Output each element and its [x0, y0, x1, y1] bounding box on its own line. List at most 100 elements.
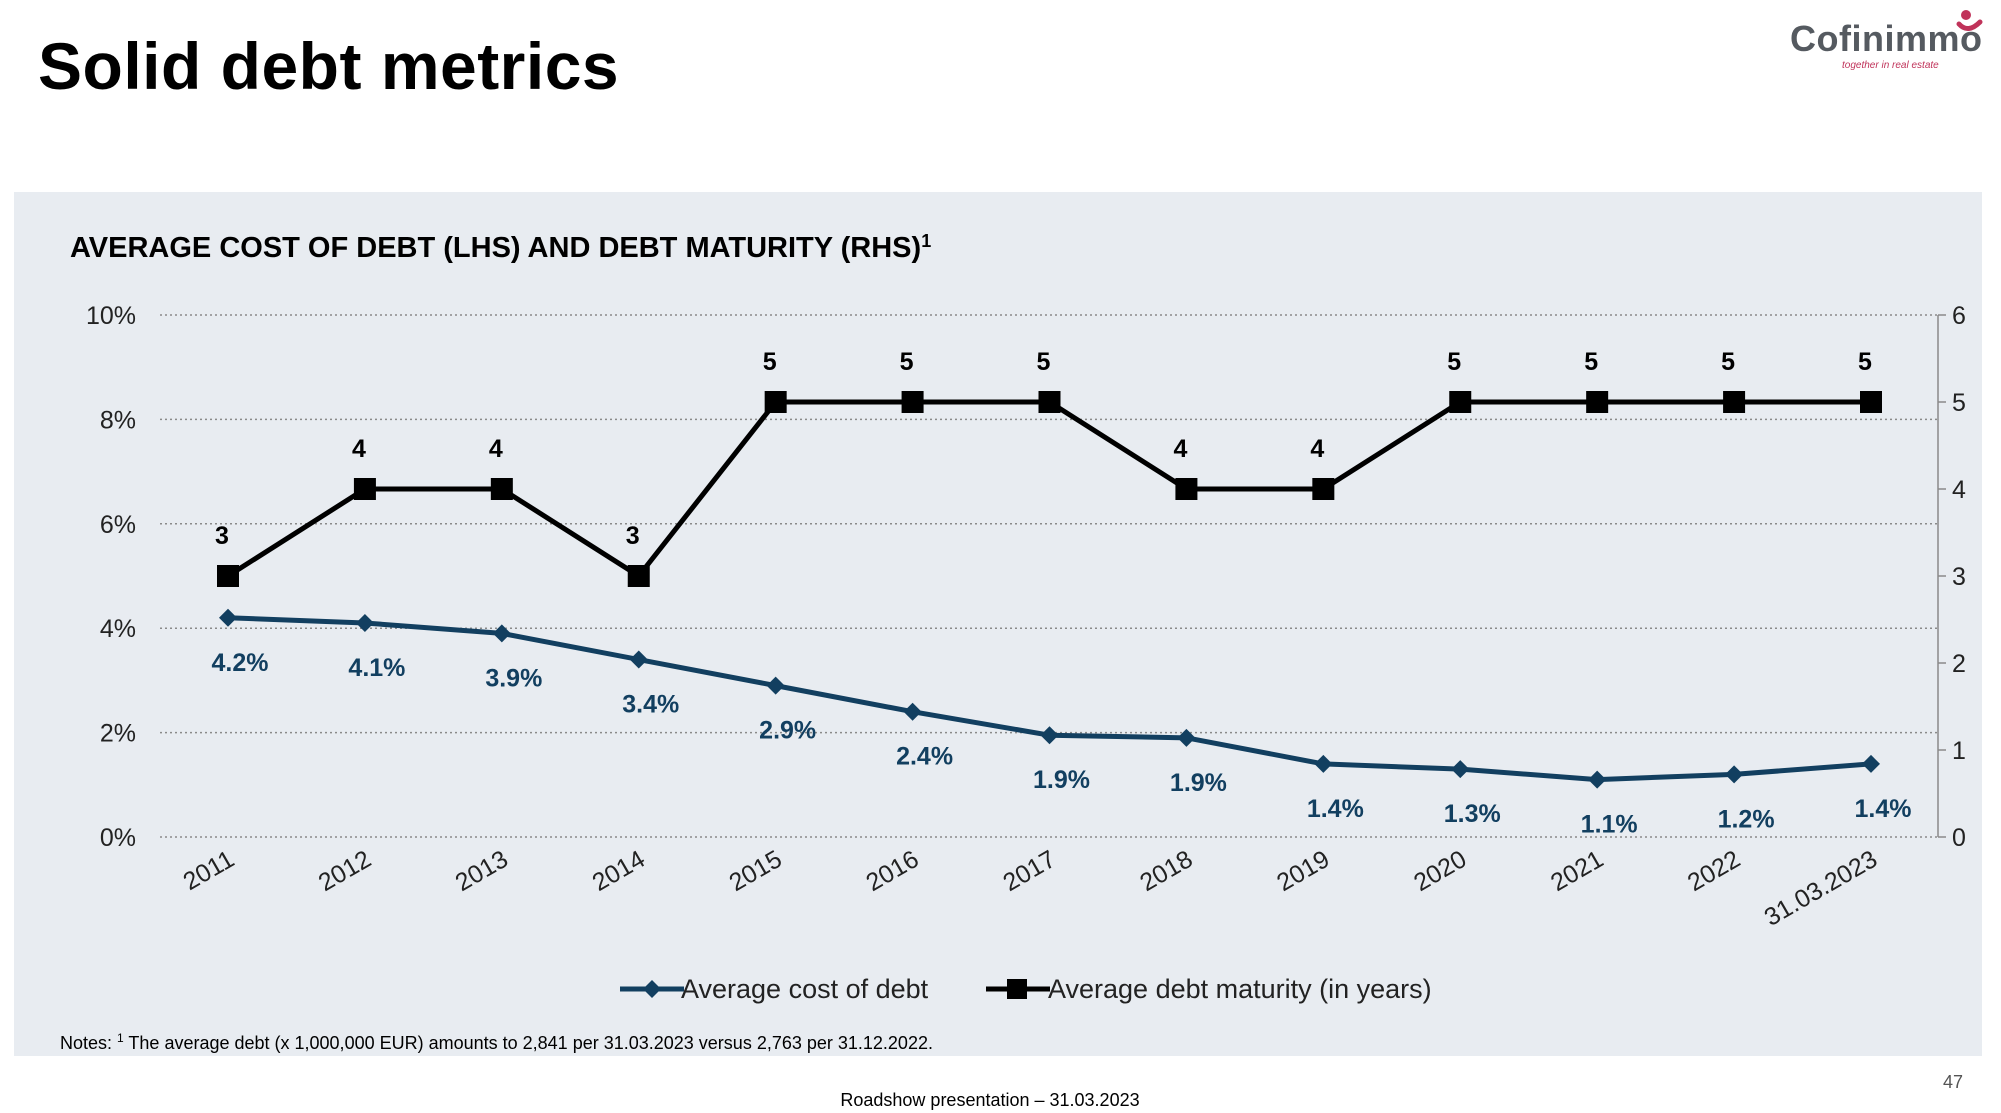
- chart-title: AVERAGE COST OF DEBT (LHS) AND DEBT MATU…: [70, 231, 931, 264]
- right-tick-label: 6: [1952, 302, 1966, 330]
- footnote: Notes: 1 The average debt (x 1,000,000 E…: [60, 1031, 933, 1054]
- debt-maturity-point: [1860, 391, 1882, 413]
- cost-of-debt-data-label: 1.2%: [1718, 805, 1775, 833]
- debt-maturity-data-label: 3: [215, 522, 229, 550]
- cost-of-debt-point: [766, 676, 785, 695]
- debt-maturity-point: [353, 478, 376, 500]
- debt-maturity-data-label: 4: [1310, 435, 1324, 463]
- cost-of-debt-point: [629, 650, 648, 669]
- x-tick-label: 2017: [998, 845, 1060, 897]
- debt-maturity-point: [1312, 478, 1335, 500]
- debt-maturity-data-label: 4: [352, 435, 366, 463]
- cofinimmo-logo: Cofinimmo together in real estate: [1782, 6, 1992, 76]
- right-tick-label: 3: [1952, 563, 1966, 591]
- x-tick-label: 2013: [451, 845, 513, 897]
- debt-maturity-data-label: 5: [1037, 348, 1051, 376]
- cost-of-debt-point: [219, 608, 237, 627]
- right-tick-label: 1: [1952, 737, 1966, 765]
- chart-legend: Average cost of debt Average debt maturit…: [620, 974, 1432, 1004]
- footnote-prefix: Notes:: [60, 1033, 113, 1053]
- right-axis: 0 1 2 3 4 5 6: [1937, 302, 1966, 852]
- cost-of-debt-data-label: 1.3%: [1444, 800, 1501, 828]
- x-axis: 2011 2012 2013 2014 2015 2016 2017 2018 2019 2020…: [178, 845, 1882, 932]
- footnote-text: The average debt (x 1,000,000 EUR) amoun…: [128, 1033, 933, 1053]
- debt-maturity-data-label: 4: [1173, 435, 1187, 463]
- cost-of-debt-line: [227, 615, 1872, 783]
- debt-maturity-point: [764, 391, 787, 413]
- right-tick-label: 0: [1952, 824, 1966, 852]
- right-tick-label: 2: [1952, 650, 1966, 678]
- x-tick-label: 2018: [1135, 845, 1197, 897]
- debt-metrics-chart: AVERAGE COST OF DEBT (LHS) AND DEBT MATU…: [70, 231, 1966, 1004]
- series-average-debt-maturity: 3 4 4 3 5 5 5 4 4 5 5 5 5: [215, 348, 1882, 587]
- logo-name: Cofinimmo: [1790, 18, 1983, 59]
- cost-of-debt-data-label: 3.4%: [622, 691, 679, 719]
- debt-maturity-line: [226, 399, 1871, 579]
- left-tick-label: 10%: [86, 302, 136, 330]
- debt-maturity-data-label: 5: [1584, 348, 1598, 376]
- cost-of-debt-data-label: 4.1%: [348, 654, 405, 682]
- cost-of-debt-point: [1862, 754, 1880, 773]
- chart-panel: AVERAGE COST OF DEBT (LHS) AND DEBT MATU…: [14, 192, 1982, 1056]
- page-title: Solid debt metrics: [38, 29, 620, 103]
- x-tick-label: 2021: [1546, 845, 1608, 897]
- debt-maturity-point: [1586, 391, 1609, 413]
- logo-mark-icon: [1956, 10, 1983, 31]
- legend-maturity-marker: [1007, 979, 1027, 999]
- debt-maturity-point: [1038, 391, 1061, 413]
- cost-of-debt-point: [1725, 765, 1744, 784]
- debt-maturity-point: [901, 391, 924, 413]
- cost-of-debt-point: [1451, 760, 1470, 779]
- x-tick-label: 2012: [314, 845, 376, 897]
- debt-maturity-data-label: 5: [1721, 348, 1735, 376]
- debt-maturity-point: [627, 565, 650, 587]
- x-tick-label: 2015: [724, 845, 786, 897]
- cost-of-debt-point: [903, 702, 922, 721]
- debt-maturity-point: [490, 478, 513, 500]
- legend-cost-label: Average cost of debt: [681, 974, 929, 1004]
- footnote-marker: 1: [117, 1031, 124, 1045]
- x-tick-label: 2020: [1409, 845, 1471, 897]
- cost-of-debt-data-label: 1.4%: [1855, 795, 1912, 823]
- left-axis: 0% 2% 4% 6% 8% 10%: [86, 302, 136, 852]
- logo-tagline: together in real estate: [1842, 60, 1939, 71]
- x-tick-label: 2014: [588, 845, 650, 897]
- x-tick-label: 2019: [1272, 845, 1334, 897]
- left-tick-label: 4%: [100, 615, 136, 643]
- cost-of-debt-point: [1588, 770, 1607, 789]
- debt-maturity-data-label: 4: [489, 435, 503, 463]
- cost-of-debt-point: [492, 624, 511, 643]
- footer-text: Roadshow presentation – 31.03.2023: [840, 1090, 1140, 1110]
- cost-of-debt-data-label: 1.4%: [1307, 795, 1364, 823]
- left-tick-label: 6%: [100, 511, 136, 539]
- debt-maturity-point: [1175, 478, 1198, 500]
- x-tick-label: 2022: [1683, 845, 1745, 897]
- cost-of-debt-data-label: 3.9%: [485, 664, 542, 692]
- left-tick-label: 2%: [100, 720, 136, 748]
- debt-maturity-data-label: 5: [763, 348, 777, 376]
- cost-of-debt-point: [1040, 726, 1059, 745]
- x-tick-label: 31.03.2023: [1760, 845, 1882, 932]
- debt-maturity-data-label: 5: [1858, 348, 1872, 376]
- debt-maturity-point: [1723, 391, 1746, 413]
- chart-title-superscript: 1: [921, 231, 931, 251]
- x-tick-label: 2016: [861, 845, 923, 897]
- cost-of-debt-data-label: 1.1%: [1581, 811, 1638, 839]
- cost-of-debt-point: [355, 613, 374, 632]
- cost-of-debt-point: [1314, 754, 1333, 773]
- cost-of-debt-data-label: 2.9%: [759, 717, 816, 745]
- cost-of-debt-data-label: 4.2%: [212, 649, 269, 677]
- cost-of-debt-data-label: 1.9%: [1170, 769, 1227, 797]
- right-tick-label: 4: [1952, 476, 1966, 504]
- debt-maturity-data-label: 5: [1447, 348, 1461, 376]
- left-tick-label: 0%: [100, 824, 136, 852]
- right-tick-label: 5: [1952, 389, 1966, 417]
- x-tick-label: 2011: [178, 845, 239, 896]
- cost-of-debt-point: [1177, 728, 1196, 747]
- series-average-cost-of-debt: 4.2% 4.1% 3.9% 3.4% 2.9% 2.4% 1.9% 1.9% 1.4% 1.3%…: [212, 608, 1912, 839]
- debt-maturity-point: [1449, 391, 1472, 413]
- debt-maturity-data-label: 5: [900, 348, 914, 376]
- legend-maturity-label: Average debt maturity (in years): [1048, 974, 1432, 1004]
- debt-maturity-point: [217, 565, 239, 587]
- legend-cost-marker: [643, 980, 661, 998]
